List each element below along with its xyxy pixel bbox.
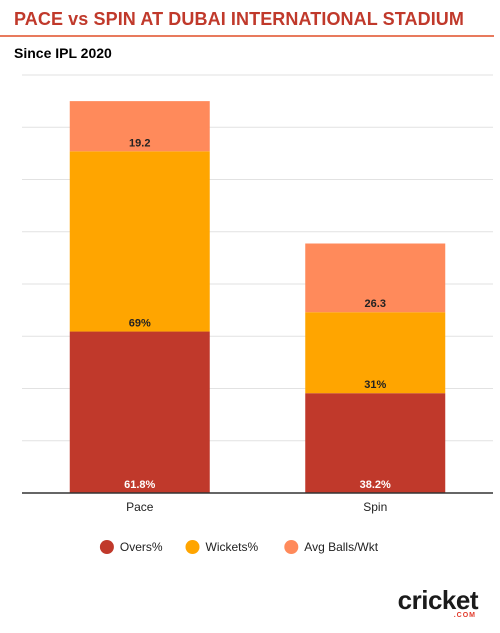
data-label: 31%: [364, 379, 386, 391]
legend-label: Overs%: [120, 540, 163, 554]
bar-pace-overs: [69, 331, 210, 493]
legend-swatch: [185, 540, 200, 554]
x-tick-label: Pace: [126, 500, 154, 514]
title-underline: [0, 35, 494, 37]
data-label: 69%: [129, 318, 151, 330]
bar-pace-avg-balls-wkt: [69, 101, 210, 152]
data-label: 26.3: [365, 298, 386, 310]
segment-labels: 61.8% 69% 19.2 38.2% 31% 26.3: [124, 137, 391, 491]
x-tick-label: Spin: [363, 500, 387, 514]
bar-spin-overs: [305, 393, 446, 493]
brand-wordmark: cricket: [397, 585, 479, 615]
legend-label: Avg Balls/Wkt: [304, 540, 378, 554]
legend: Overs% Wickets% Avg Balls/Wkt: [99, 540, 379, 554]
bar-pace-wickets: [69, 151, 210, 332]
legend-swatch: [99, 540, 114, 554]
legend-swatch: [284, 540, 299, 554]
brand-suffix: .COM: [453, 612, 476, 619]
chart-subtitle: Since IPL 2020: [14, 45, 112, 61]
data-label: 19.2: [129, 137, 150, 149]
bar-spin-wickets: [305, 312, 446, 394]
chart-title: PACE vs SPIN AT DUBAI INTERNATIONAL STAD…: [14, 9, 464, 29]
data-label: 38.2%: [360, 479, 391, 491]
x-axis-ticks: Pace Spin: [22, 492, 493, 514]
bars: [69, 101, 446, 493]
legend-label: Wickets%: [206, 540, 259, 554]
brand-logo: cricket .COM: [397, 585, 479, 619]
bar-spin-avg-balls-wkt: [305, 243, 446, 313]
data-label: 61.8%: [124, 479, 155, 491]
